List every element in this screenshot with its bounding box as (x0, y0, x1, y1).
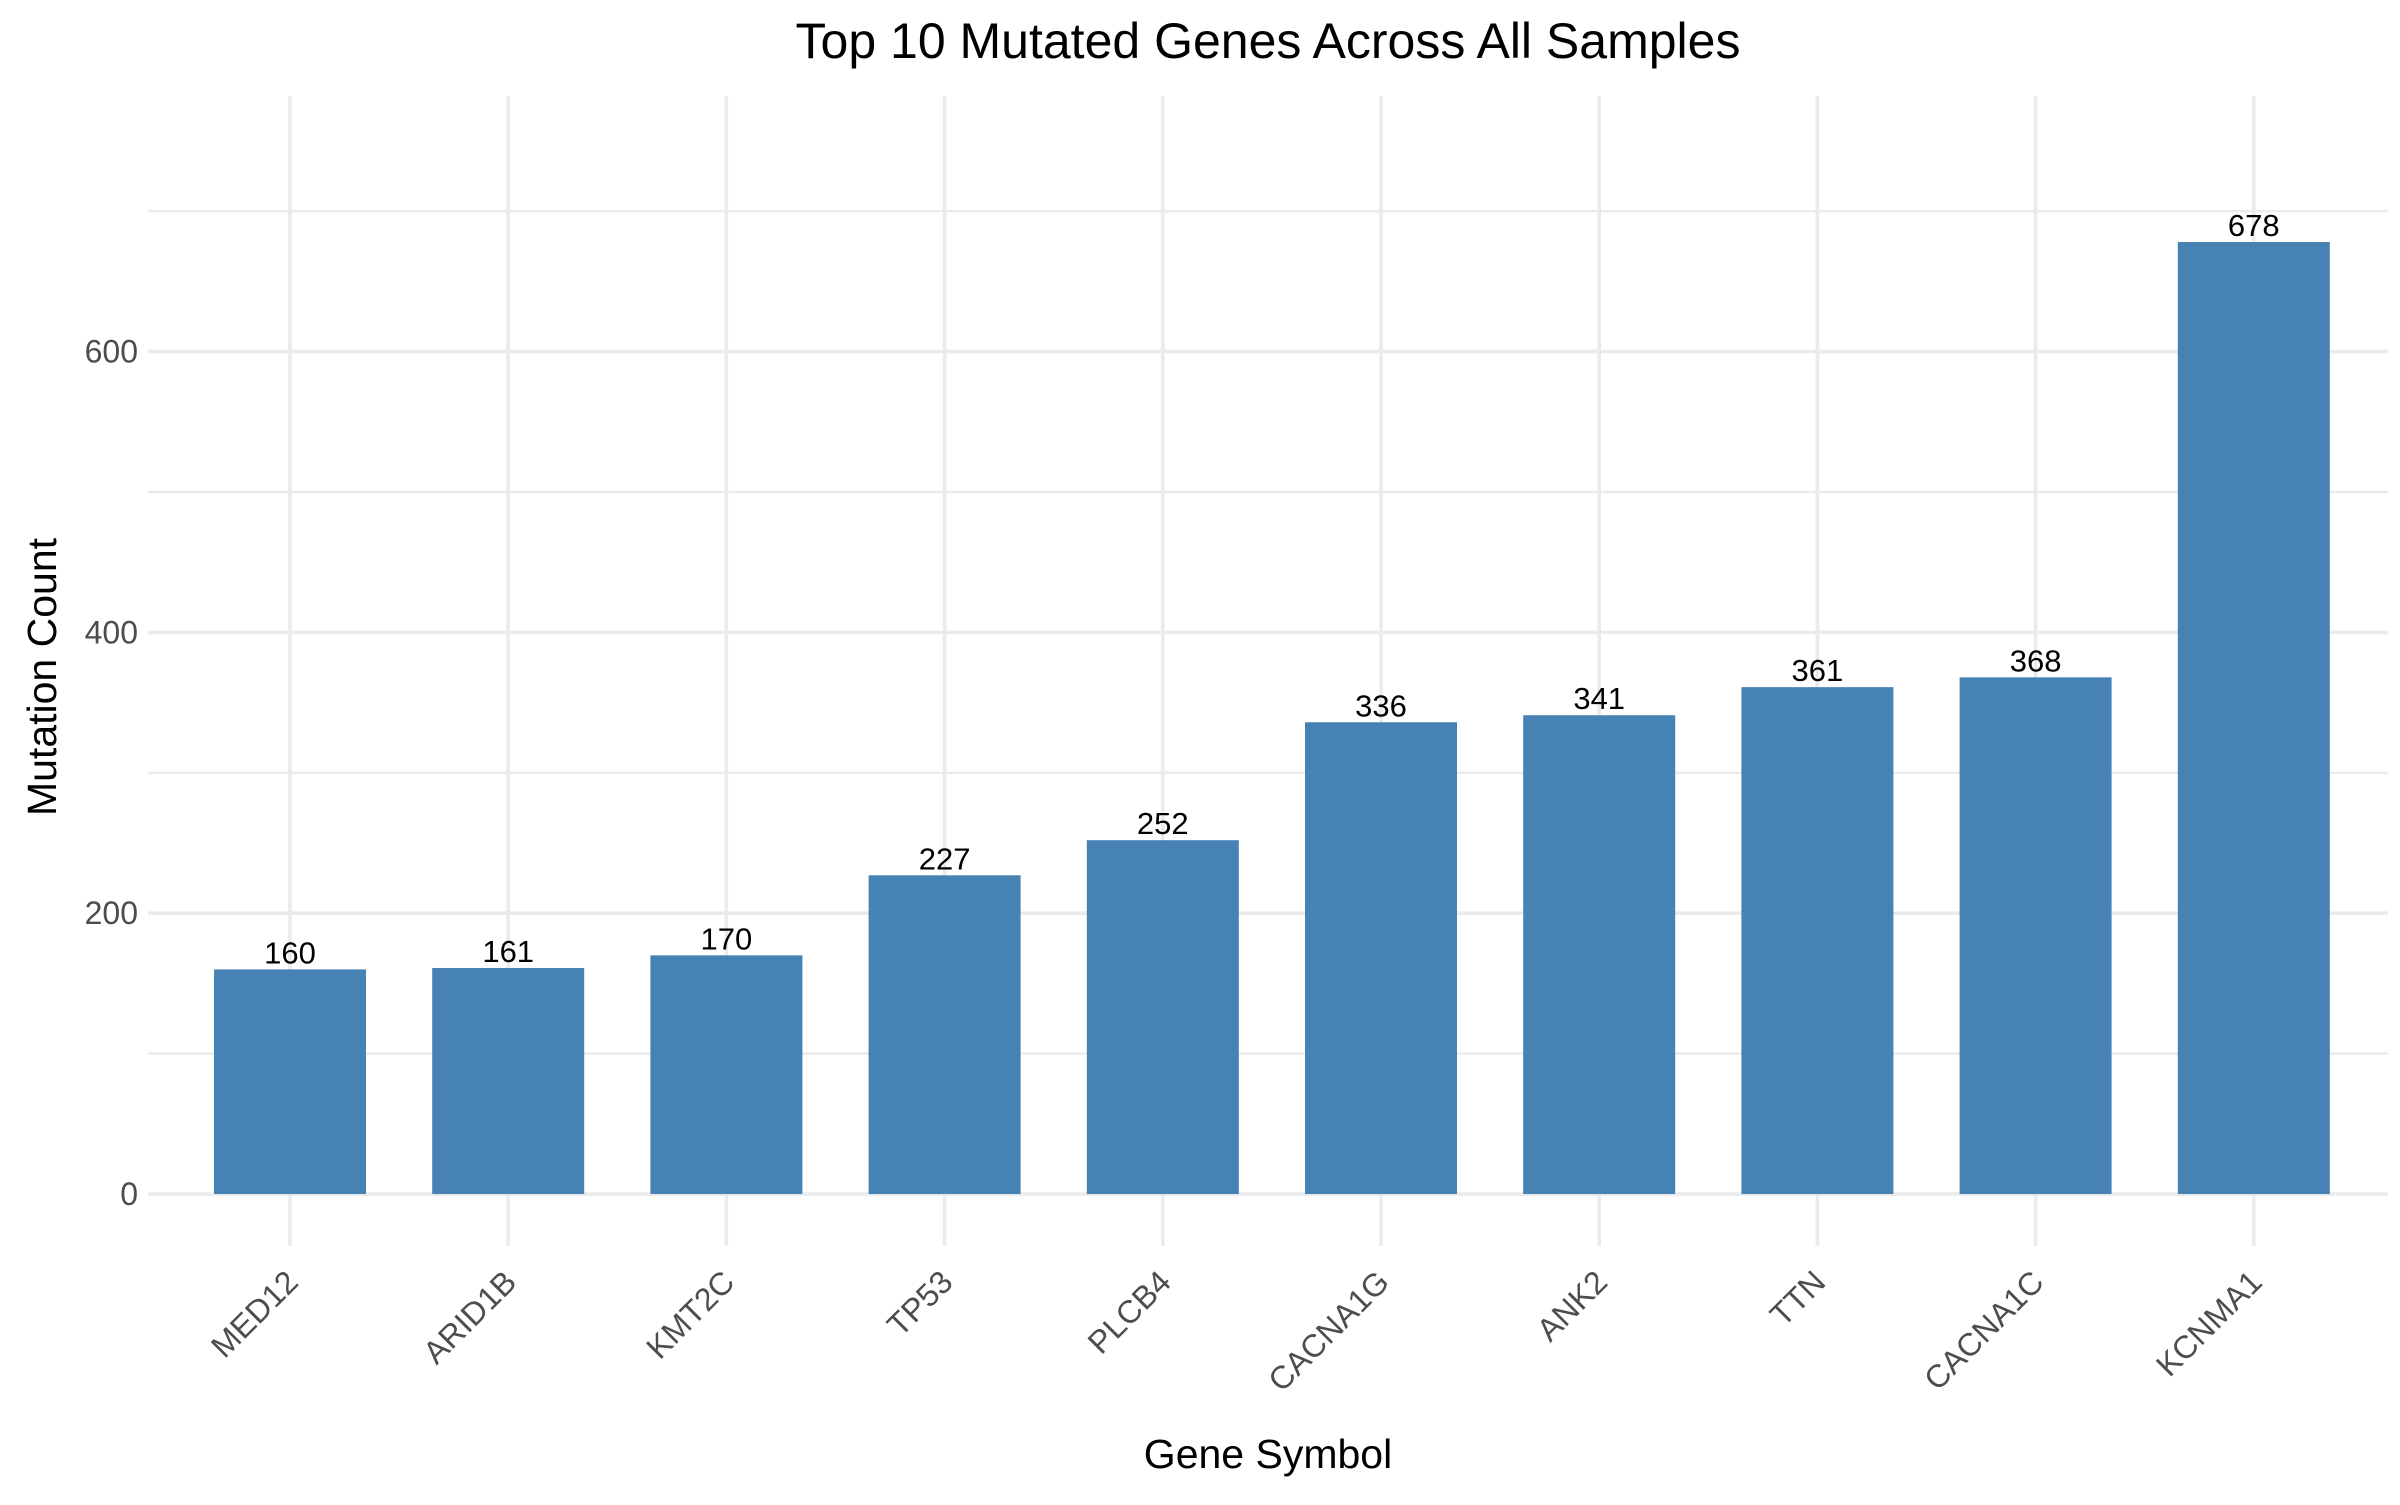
data-label: 678 (2228, 208, 2280, 243)
data-label: 227 (919, 841, 971, 876)
x-tick-label: PLCB4 (1081, 1263, 1178, 1360)
x-tick-label: TP53 (880, 1263, 960, 1343)
data-label: 160 (264, 935, 316, 970)
data-label: 336 (1355, 688, 1407, 723)
data-labels: 160 161 170 227 252 336 341 361 368 678 (264, 208, 2280, 970)
x-axis-ticks: MED12 ARID1B KMT2C TP53 PLCB4 CACNA1G ANK2 TTN C… (204, 1263, 2269, 1398)
x-tick-label: ANK2 (1530, 1263, 1615, 1348)
data-label: 368 (2010, 643, 2062, 678)
x-tick-label: KCNMA1 (2149, 1263, 2269, 1383)
y-tick-label: 600 (85, 334, 138, 370)
x-tick-label: KMT2C (639, 1263, 741, 1365)
bar (432, 967, 585, 1195)
bar (1305, 722, 1457, 1195)
bar (2177, 242, 2330, 1195)
x-tick-label: TTN (1763, 1263, 1832, 1332)
chart-title: Top 10 Mutated Genes Across All Samples (796, 13, 1741, 69)
data-label: 161 (482, 934, 534, 969)
x-tick-label: ARID1B (416, 1263, 523, 1370)
x-tick-label: MED12 (204, 1263, 305, 1364)
data-label: 252 (1137, 806, 1189, 841)
y-tick-label: 0 (120, 1176, 138, 1212)
y-tick-label: 200 (85, 895, 138, 931)
bar (868, 875, 1021, 1195)
bar (650, 955, 803, 1195)
bar (1086, 840, 1239, 1195)
y-axis-ticks: 0 200 400 600 (85, 334, 138, 1212)
x-axis-title: Gene Symbol (1144, 1431, 1392, 1477)
bars (214, 242, 2330, 1195)
bar (1741, 687, 1894, 1195)
bar (1959, 677, 2112, 1195)
y-tick-label: 400 (85, 614, 138, 650)
x-tick-label: CACNA1G (1261, 1263, 1396, 1398)
x-tick-label: CACNA1C (1917, 1263, 2051, 1397)
bar (1523, 715, 1676, 1195)
data-label: 341 (1573, 681, 1625, 716)
data-label: 361 (1792, 653, 1844, 688)
bar (214, 969, 366, 1195)
y-axis-title: Mutation Count (19, 537, 65, 816)
data-label: 170 (701, 921, 753, 956)
